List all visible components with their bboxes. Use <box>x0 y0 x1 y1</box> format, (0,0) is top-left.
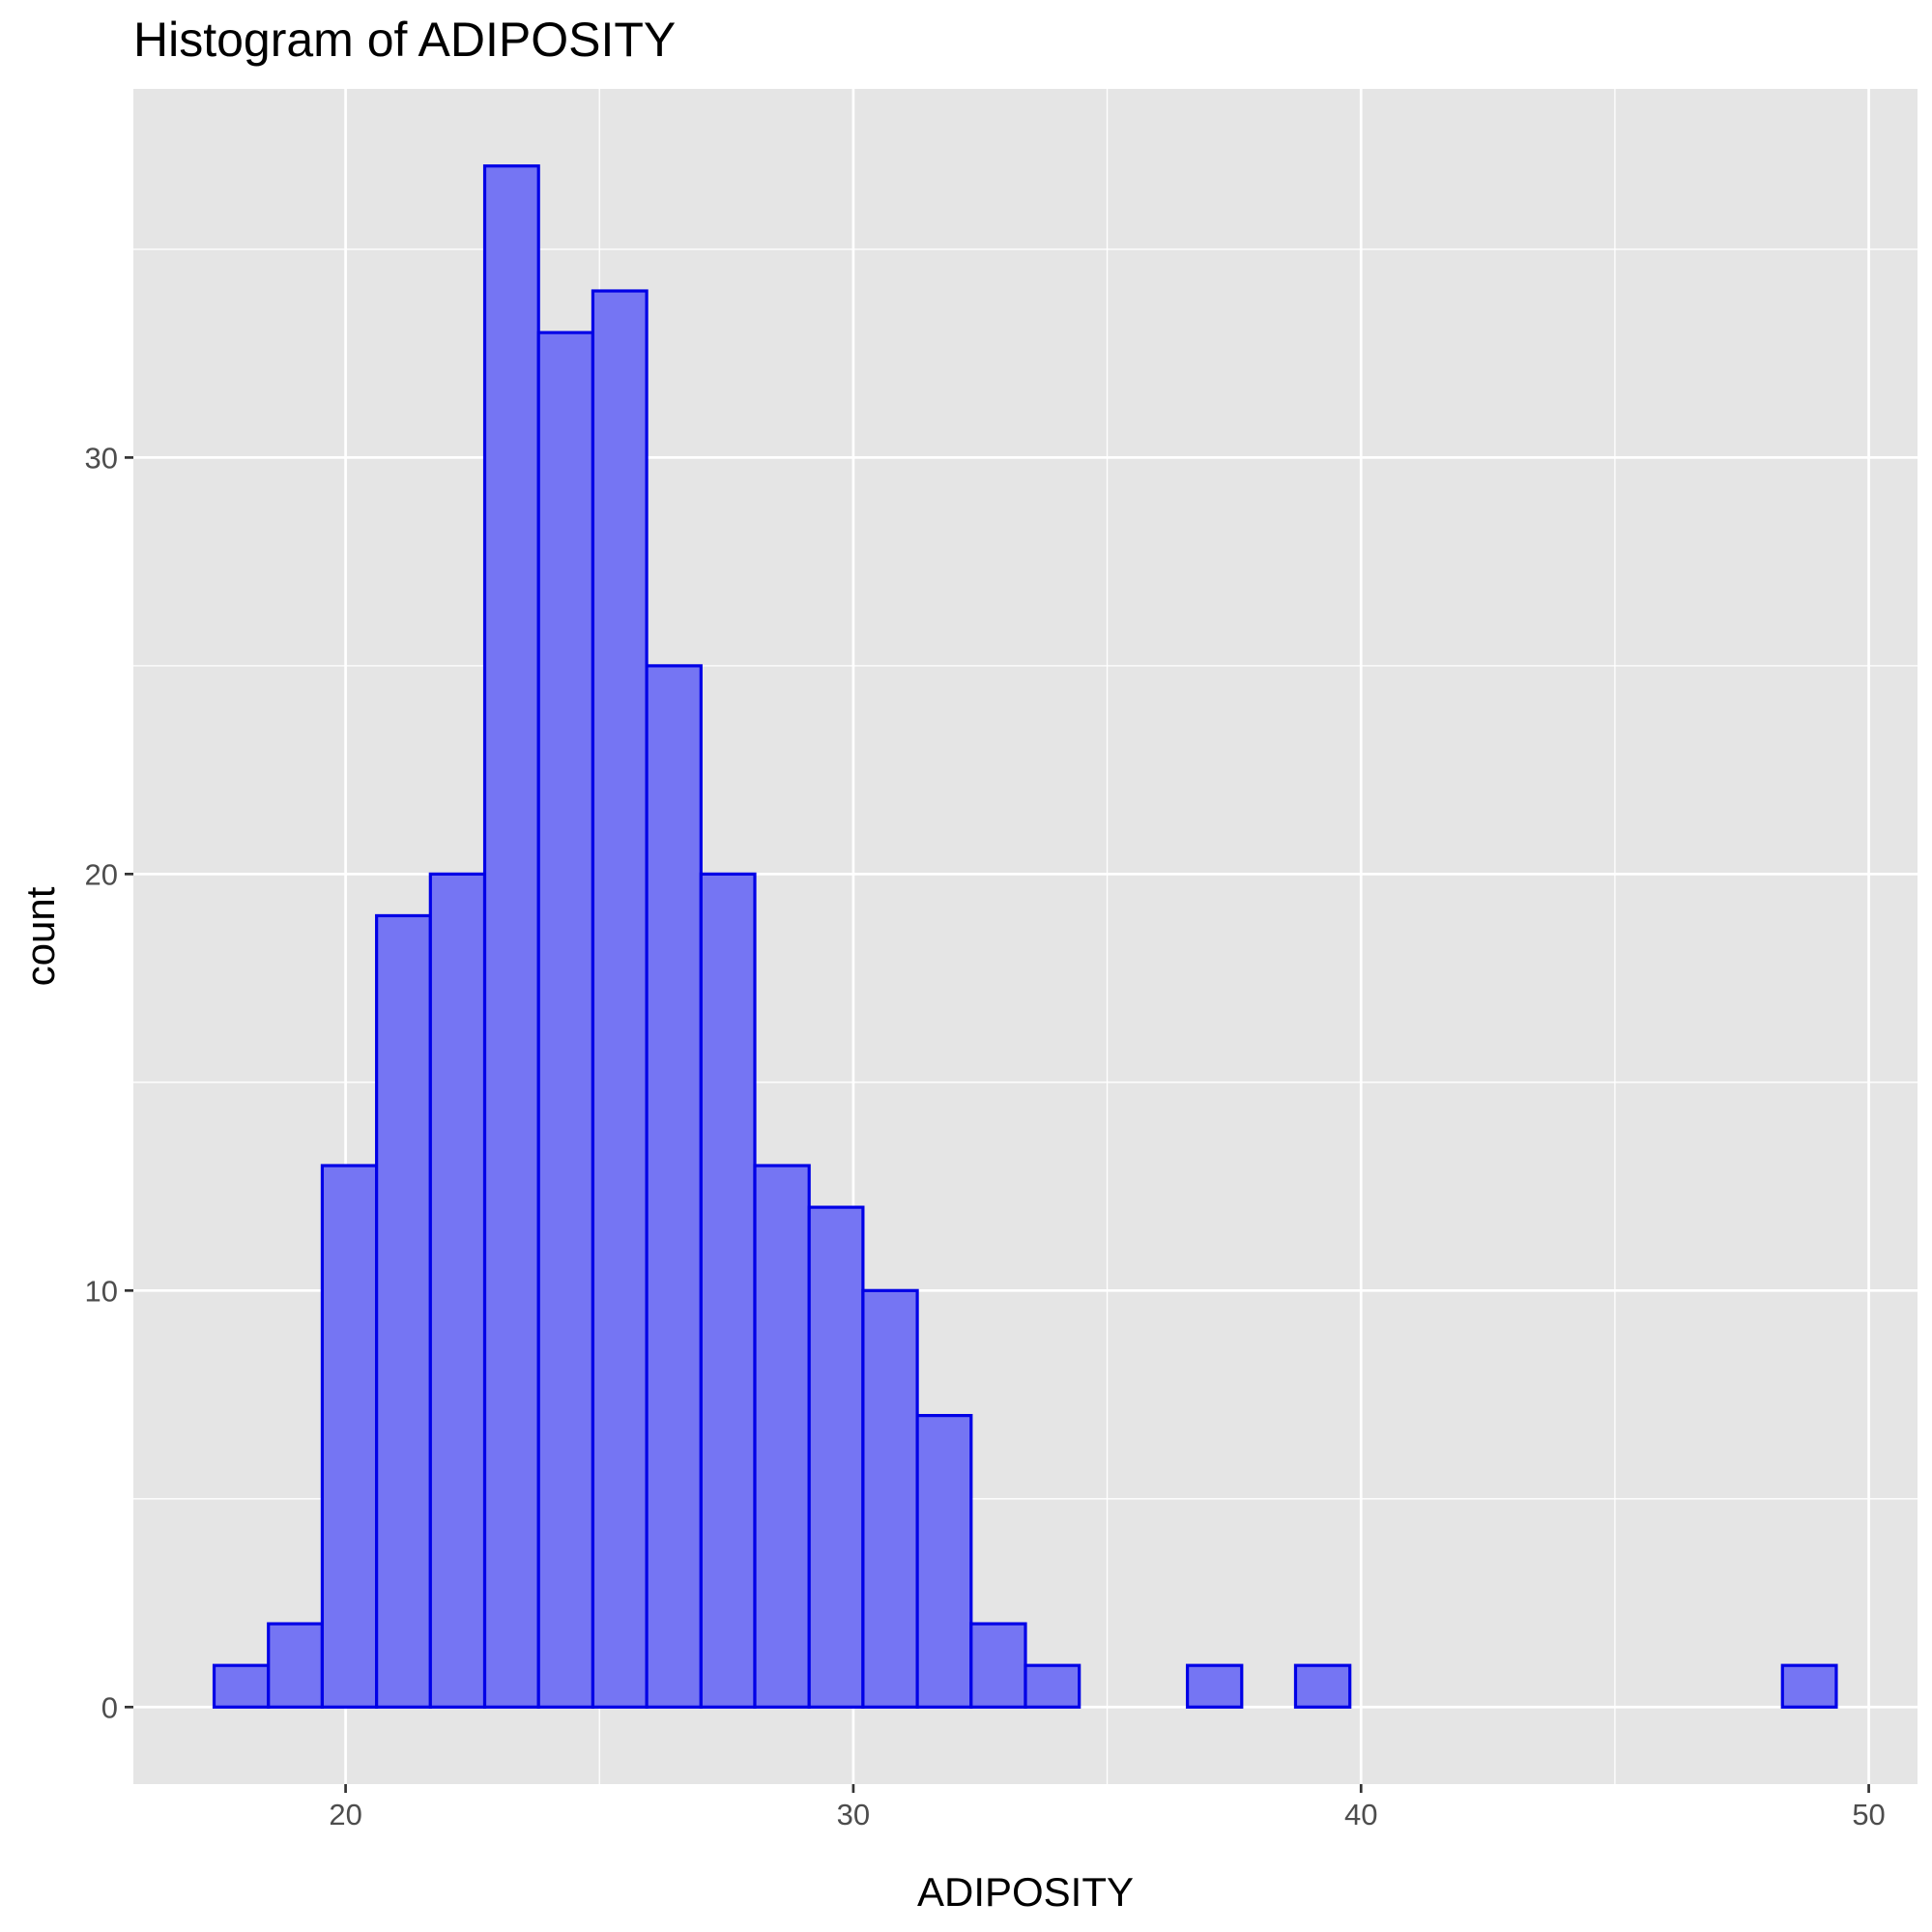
histogram-bar-12 <box>807 1205 865 1709</box>
histogram-bar-14 <box>915 1414 973 1709</box>
chart-title: Histogram of ADIPOSITY <box>133 13 676 67</box>
histogram-bar-8 <box>591 289 649 1709</box>
histogram-bar-11 <box>753 1164 811 1709</box>
histogram-bar-6 <box>482 164 540 1709</box>
histogram-bar-4 <box>375 913 432 1709</box>
histogram-bar-13 <box>861 1288 919 1709</box>
x-tick-label: 20 <box>329 1798 361 1831</box>
histogram-bar-19 <box>1185 1663 1244 1709</box>
histogram-bar-3 <box>320 1164 379 1709</box>
major-gridlines <box>133 89 1918 1784</box>
y-tick-label: 0 <box>101 1690 118 1724</box>
histogram-bar-7 <box>536 331 595 1709</box>
histogram-bars <box>212 164 1838 1709</box>
histogram-bar-2 <box>267 1622 325 1709</box>
histogram-bar-5 <box>428 872 487 1709</box>
axis-ticks: 20 30 40 50 0 10 20 30 <box>85 441 1886 1831</box>
y-tick-label: 10 <box>85 1274 118 1308</box>
histogram-bar-16 <box>1024 1663 1081 1709</box>
y-tick-label: 20 <box>85 857 118 891</box>
x-tick-label: 40 <box>1344 1798 1377 1831</box>
histogram-bar-15 <box>969 1622 1027 1709</box>
x-tick-label: 30 <box>837 1798 870 1831</box>
y-tick-label: 30 <box>85 441 118 475</box>
x-axis-title: ADIPOSITY <box>917 1869 1134 1915</box>
y-axis-title: count <box>17 886 63 986</box>
histogram-bar-21 <box>1293 1663 1352 1709</box>
histogram-bar-1 <box>212 1663 271 1709</box>
histogram-bar-10 <box>699 872 757 1709</box>
x-tick-label: 50 <box>1852 1798 1885 1831</box>
histogram-bar-9 <box>645 664 703 1709</box>
histogram-bar-30 <box>1780 1663 1838 1709</box>
